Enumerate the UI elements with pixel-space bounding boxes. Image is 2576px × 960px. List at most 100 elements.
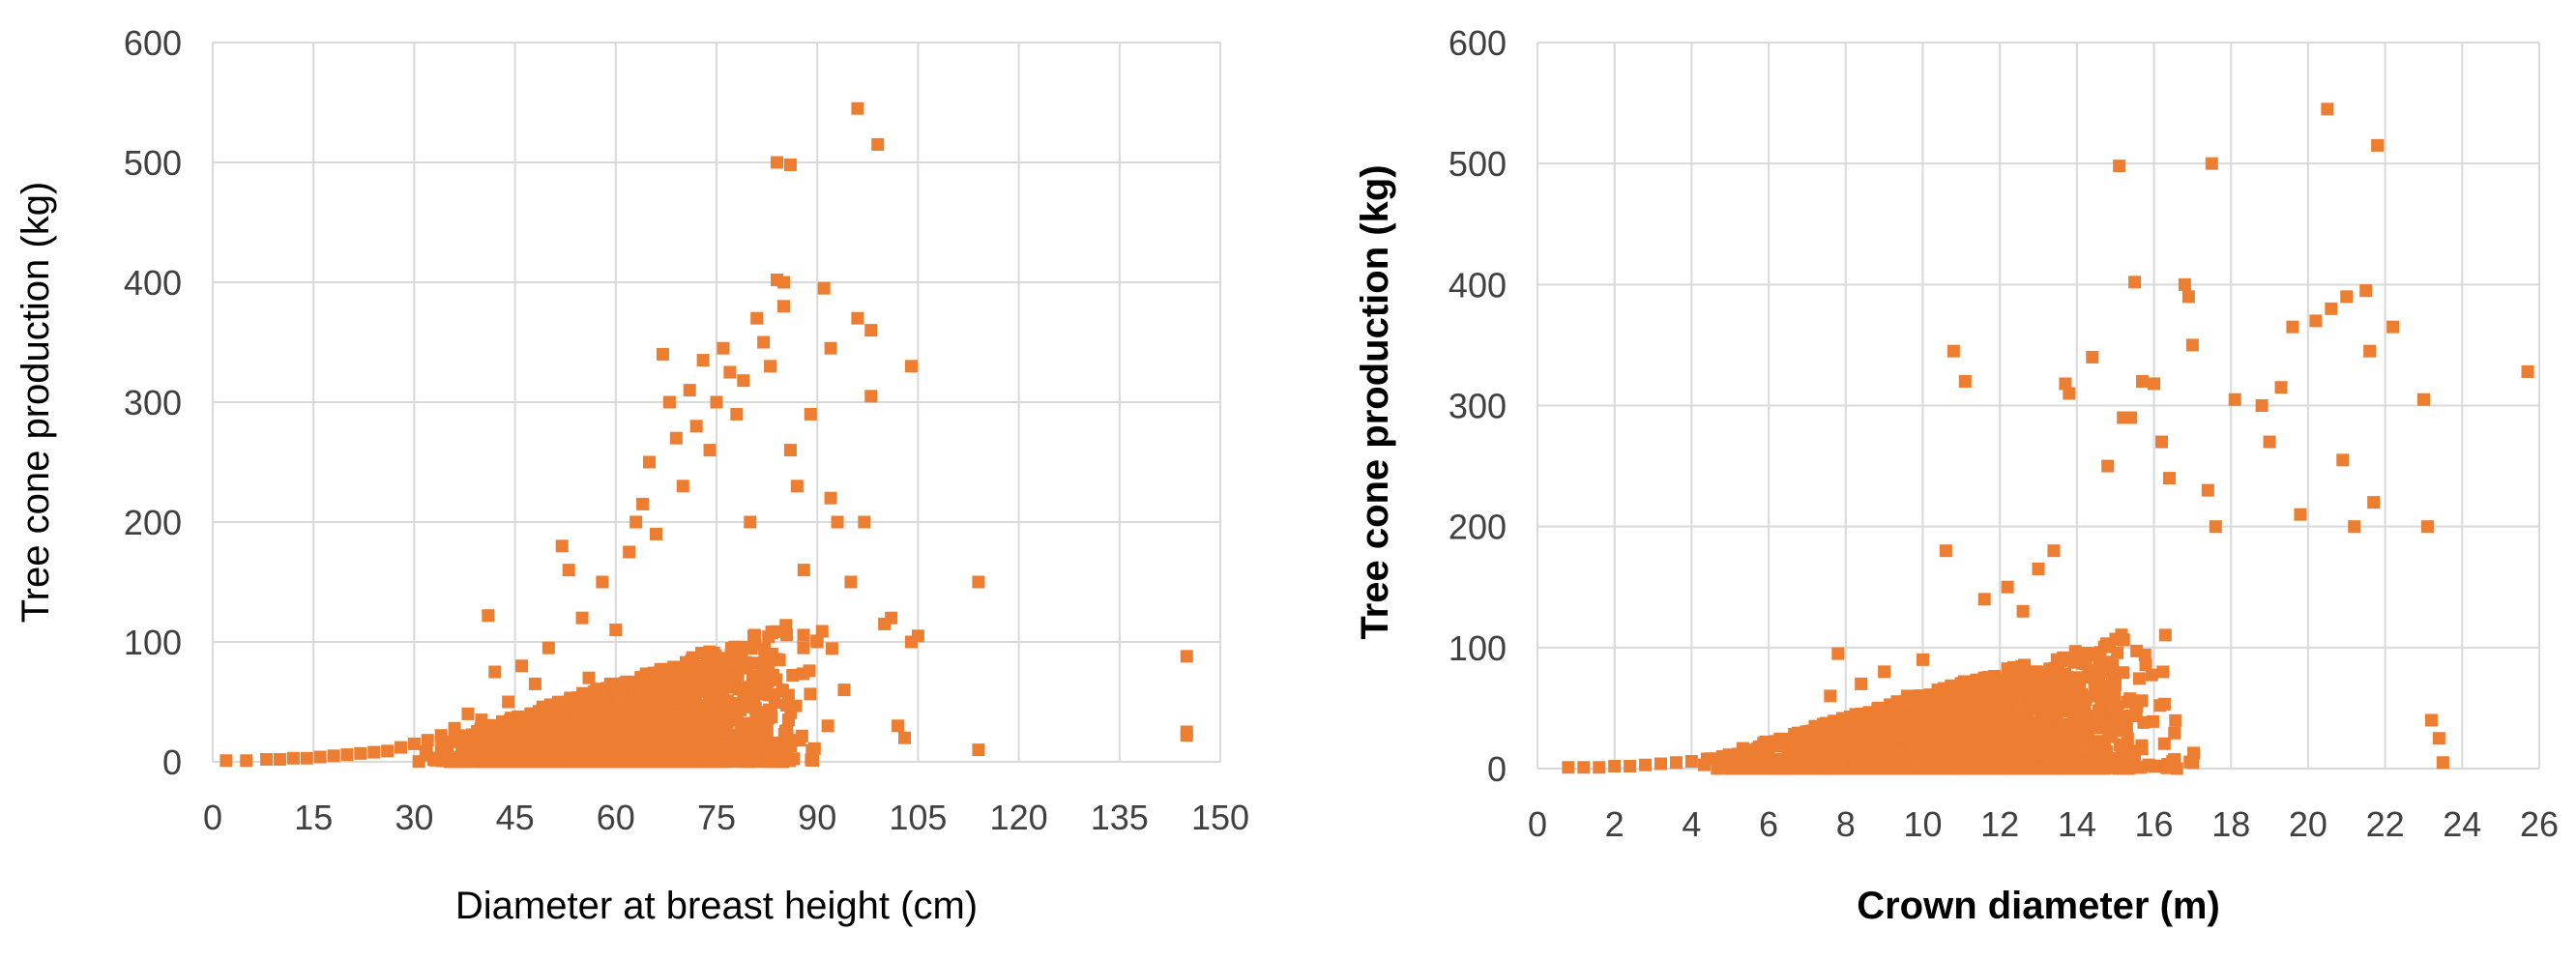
scatter-point xyxy=(673,752,687,766)
scatter-point xyxy=(706,713,719,726)
scatter-point xyxy=(2156,665,2170,679)
scatter-point xyxy=(421,734,434,747)
scatter-point xyxy=(683,384,696,397)
scatter-point xyxy=(758,649,772,662)
scatter-point xyxy=(2139,658,2152,672)
scatter-point xyxy=(831,515,844,529)
scatter-point xyxy=(858,515,871,529)
y-tick-label: 500 xyxy=(1449,144,1507,184)
x-tick-label: 20 xyxy=(2289,804,2327,844)
scatter-point xyxy=(766,687,779,701)
scatter-point xyxy=(515,754,529,768)
scatter-point xyxy=(543,713,557,726)
scatter-point xyxy=(837,684,851,697)
scatter-point xyxy=(871,137,885,151)
scatter-point xyxy=(286,751,300,765)
scatter-point xyxy=(748,749,762,763)
scatter-point xyxy=(2064,652,2078,665)
scatter-point xyxy=(810,635,824,649)
scatter-point xyxy=(806,754,820,768)
scatter-point xyxy=(512,717,525,731)
scatter-point xyxy=(783,444,797,457)
y-tick-label: 300 xyxy=(124,383,182,422)
scatter-point xyxy=(776,276,790,289)
scatter-point xyxy=(441,750,454,764)
scatter-point xyxy=(631,755,645,769)
scatter-point xyxy=(717,341,730,355)
x-tick-label: 16 xyxy=(2135,804,2174,844)
scatter-point xyxy=(649,684,662,697)
scatter-point xyxy=(911,629,924,643)
scatter-point xyxy=(684,742,697,756)
x-tick-label: 0 xyxy=(203,798,222,837)
scatter-point xyxy=(750,311,764,325)
scatter-point xyxy=(563,755,576,769)
scatter-point xyxy=(797,564,810,577)
x-tick-label: 26 xyxy=(2520,804,2559,844)
scatter-point xyxy=(434,729,448,742)
scatter-point xyxy=(502,695,515,709)
scatter-point xyxy=(240,754,253,768)
scatter-point xyxy=(898,731,912,744)
x-tick-label: 4 xyxy=(1682,804,1701,844)
scatter-point xyxy=(703,444,717,457)
scatter-point xyxy=(667,742,681,755)
scatter-point xyxy=(765,755,778,769)
scatter-point xyxy=(2079,657,2093,671)
y-tick-label: 400 xyxy=(1449,265,1507,305)
scatter-point xyxy=(709,650,722,663)
scatter-point xyxy=(844,575,858,589)
scatter-point xyxy=(761,675,775,688)
scatter-point xyxy=(780,732,794,745)
scatter-point xyxy=(498,751,512,765)
scatter-point xyxy=(764,360,777,373)
y-tick-label: 100 xyxy=(1449,628,1507,668)
scatter-point xyxy=(825,642,838,655)
y-tick-label: 100 xyxy=(124,623,182,662)
scatter-point xyxy=(719,723,733,737)
scatter-point xyxy=(643,455,657,469)
scatter-point xyxy=(2122,761,2136,774)
scatter-point xyxy=(1971,674,1984,687)
scatter-point xyxy=(555,539,569,553)
scatter-point xyxy=(776,684,789,698)
scatter-point xyxy=(624,700,637,713)
scatter-point xyxy=(694,663,708,677)
scatter-point xyxy=(1180,650,1193,663)
scatter-point xyxy=(740,729,753,742)
scatter-point xyxy=(656,347,669,361)
scatter-point xyxy=(327,749,340,763)
scatter-point xyxy=(669,431,683,445)
y-axis-title: Tree cone production (kg) xyxy=(15,182,57,624)
scatter-point xyxy=(732,683,746,696)
scatter-point xyxy=(797,628,810,642)
x-tick-label: 0 xyxy=(1528,804,1547,844)
scatter-point xyxy=(2187,746,2201,760)
x-axis-title: Crown diameter (m) xyxy=(1857,885,2220,927)
scatter-point xyxy=(604,729,618,742)
scatter-point xyxy=(746,680,759,693)
scatter-point xyxy=(512,737,525,750)
scatter-point xyxy=(479,755,492,769)
scatter-point xyxy=(2121,732,2134,745)
scatter-point xyxy=(528,677,542,690)
scatter-point xyxy=(795,729,808,742)
y-tick-label: 600 xyxy=(124,23,182,63)
scatter-point xyxy=(482,609,495,623)
scatter-point xyxy=(1180,725,1193,739)
scatter-point xyxy=(2153,699,2167,713)
scatter-point xyxy=(730,707,744,720)
scatter-point xyxy=(705,695,718,709)
y-tick-label: 300 xyxy=(1449,387,1507,426)
scatter-point xyxy=(420,744,433,758)
scatter-point xyxy=(2145,668,2158,682)
scatter-point xyxy=(760,738,774,751)
scatter-point xyxy=(2117,666,2130,680)
scatter-point xyxy=(547,754,561,768)
x-tick-label: 30 xyxy=(395,798,433,837)
scatter-point xyxy=(718,753,732,767)
x-tick-label: 15 xyxy=(294,798,333,837)
scatter-point xyxy=(677,669,690,683)
x-tick-label: 6 xyxy=(1759,804,1778,844)
